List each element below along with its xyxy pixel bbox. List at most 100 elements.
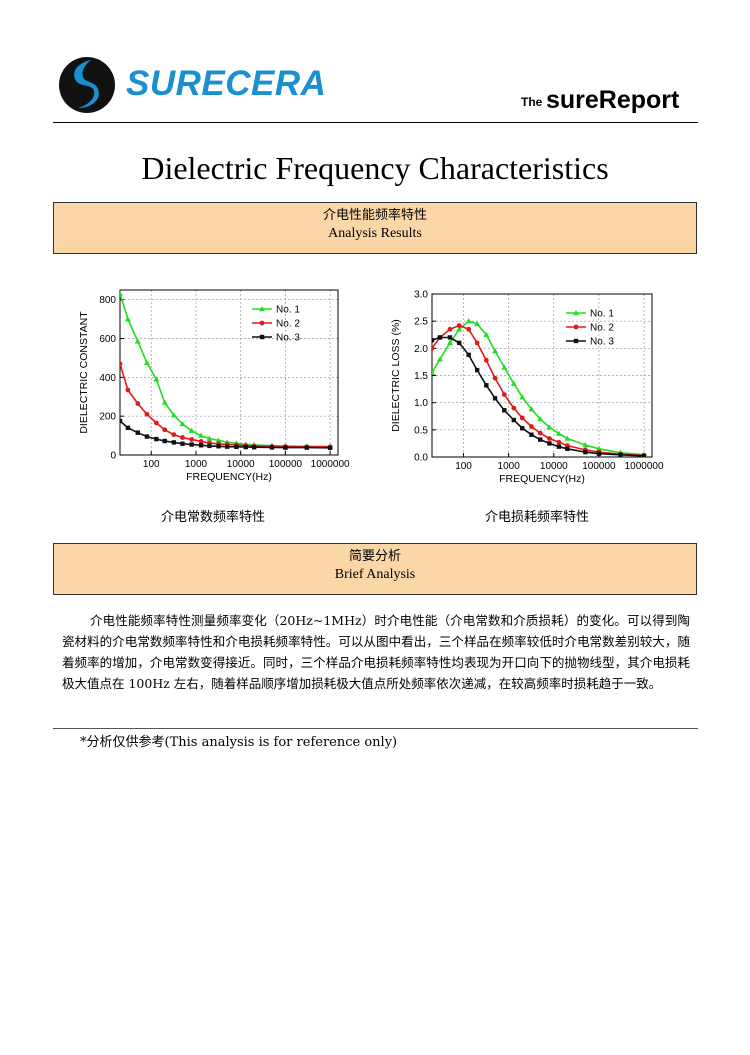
section-brief-analysis: 简要分析 Brief Analysis: [53, 543, 697, 595]
data-point: [171, 432, 177, 438]
data-point: [144, 434, 150, 439]
data-point: [501, 364, 508, 370]
data-point: [162, 438, 167, 444]
data-point: [474, 320, 481, 327]
surecera-logo-icon: [59, 57, 115, 113]
data-point: [161, 399, 168, 405]
data-point: [188, 427, 195, 433]
caption-dielectric-constant: 介电常数频率特性: [160, 510, 265, 525]
data-point: [564, 435, 571, 441]
y-tick-label: 600: [99, 334, 116, 345]
data-point: [520, 426, 525, 431]
data-point: [120, 290, 123, 297]
data-point: [456, 323, 462, 328]
legend-marker: [573, 324, 579, 330]
x-tick-label: 1000000: [311, 459, 350, 470]
data-point: [466, 352, 471, 358]
data-point: [456, 326, 463, 332]
series-line: [432, 320, 645, 456]
section-title-en: Analysis Results: [328, 226, 422, 241]
data-point: [492, 348, 499, 354]
data-point: [492, 375, 498, 381]
data-point: [436, 356, 443, 362]
data-point: [456, 340, 462, 346]
data-point: [283, 445, 288, 450]
data-point: [538, 437, 543, 442]
legend-label: No. 2: [590, 323, 614, 334]
data-point: [465, 318, 472, 324]
data-point: [595, 445, 602, 452]
data-point: [153, 420, 159, 426]
data-point: [582, 442, 589, 448]
data-point: [432, 337, 435, 343]
footer-divider: [53, 728, 698, 729]
data-point: [432, 345, 435, 351]
legend-label: No. 1: [590, 309, 614, 320]
brand-prefix: The: [521, 95, 543, 109]
data-point: [547, 436, 552, 441]
data-point: [529, 432, 534, 437]
brand-name: sureReport: [546, 86, 680, 114]
y-tick-label: 1.5: [414, 371, 428, 382]
data-point: [327, 445, 333, 451]
series-1: [432, 318, 648, 457]
page-title: Dielectric Frequency Characteristics: [141, 150, 609, 186]
x-axis-label: FREQUENCY(Hz): [499, 473, 585, 485]
data-point: [225, 444, 230, 449]
data-point: [179, 420, 186, 427]
series-1: [120, 290, 334, 449]
y-axis-label: DIELECTRIC LOSS (%): [390, 319, 402, 432]
analysis-paragraph: 介电性能频率特性测量频率变化（20Hz~1MHz）时介电性能（介电常数和介质损耗…: [62, 613, 690, 691]
x-tick-label: 100: [455, 461, 472, 472]
data-point: [528, 406, 535, 412]
data-point: [198, 439, 204, 444]
series-2: [120, 361, 333, 450]
data-point: [215, 437, 222, 443]
data-point: [180, 441, 185, 446]
data-point: [447, 335, 453, 340]
plot-frame: [119, 289, 339, 456]
data-point: [529, 424, 534, 429]
legend-marker: [259, 334, 265, 340]
y-tick-label: 400: [99, 373, 116, 384]
data-point: [234, 444, 239, 450]
series-3: [432, 335, 647, 457]
data-point: [537, 430, 543, 436]
data-point: [511, 417, 517, 423]
legend-label: No. 3: [590, 337, 614, 348]
data-point: [483, 331, 490, 337]
data-point: [135, 430, 140, 435]
legend-label: No. 2: [276, 319, 300, 330]
y-tick-label: 2.5: [414, 317, 428, 328]
data-point: [519, 394, 526, 400]
data-point: [134, 338, 141, 344]
x-tick-label: 100000: [269, 459, 303, 470]
x-tick-label: 1000: [185, 459, 208, 470]
data-point: [510, 380, 517, 386]
data-point: [437, 335, 443, 340]
y-tick-label: 0: [110, 451, 116, 462]
x-tick-label: 10000: [227, 459, 255, 470]
data-point: [641, 453, 647, 457]
data-point: [120, 361, 123, 367]
data-point: [143, 359, 150, 365]
data-point: [198, 443, 204, 448]
data-point: [180, 435, 185, 440]
x-tick-label: 1000: [498, 461, 521, 472]
data-point: [162, 427, 168, 433]
data-point: [243, 444, 248, 450]
data-point: [120, 418, 123, 424]
caption-dielectric-loss: 介电损耗频率特性: [484, 510, 589, 525]
section-title-en: Brief Analysis: [334, 567, 416, 582]
legend-marker: [259, 320, 265, 326]
y-tick-label: 0.0: [414, 453, 428, 464]
x-tick-label: 100: [143, 459, 160, 470]
data-point: [144, 411, 150, 417]
y-axis-label: DIELECTRIC CONSTANT: [78, 311, 90, 434]
data-point: [447, 326, 453, 332]
data-point: [206, 435, 213, 441]
data-point: [596, 451, 602, 456]
x-axis-label: FREQUENCY(Hz): [186, 471, 272, 483]
data-point: [304, 445, 309, 450]
data-point: [519, 415, 525, 421]
